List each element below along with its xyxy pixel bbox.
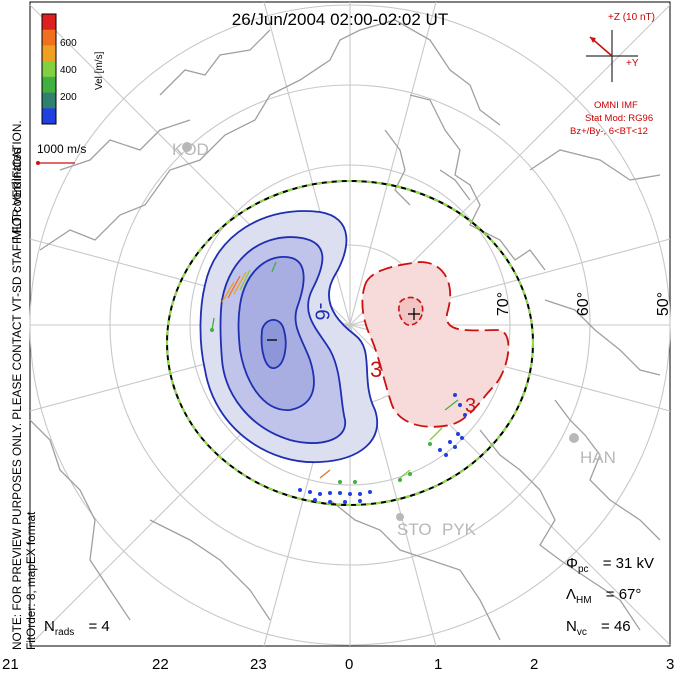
fit-order: FitOrder: 8, mapEX format [24,511,38,650]
stat-n-vc: Nvc = 46 [566,618,631,638]
station-label: HAN [580,448,616,467]
mlt-tick: 0 [345,656,354,673]
coastlines [29,19,661,641]
reference-vector-label: 1000 m/s [37,142,87,156]
latitude-label: 50° [655,291,673,317]
colorbar-tick: 600 [60,38,77,49]
mlt-tick: 1 [434,656,443,673]
contour-label-positive: 3 [465,395,477,417]
imf-condition: Bz+/By-, 6<BT<12 [570,126,648,137]
latitude-label: 60° [575,291,593,317]
colorbar-swatch [42,45,56,62]
latitude-longitude-grid [29,1,671,647]
station-label: STO [397,520,432,539]
hm-boundary-dashes [166,180,534,506]
velocity-colorbar [41,13,57,125]
page-title: 26/Jun/2004 02:00-02:02 UT [231,10,449,29]
colorbar-swatch [42,92,56,109]
colorbar-swatch [42,29,56,46]
mlt-tick: 21 [2,656,19,673]
contour-label-positive: 3 [370,357,383,382]
imf-model: Stat Mod: RG96 [585,113,654,124]
colorbar-swatch [42,61,56,78]
colorbar-swatch [42,76,56,94]
mlt-tick: 23 [250,656,267,673]
imf-by-label: +Y [626,58,639,69]
colorbar-tick: 400 [60,65,77,76]
velocity-vector-origins [298,393,467,504]
latitude-label: 70° [495,291,513,317]
mlt-tick: 22 [152,656,169,673]
colorbar-label: Vel [m/s] [94,51,105,90]
station-markers [182,142,579,521]
contour-label-negative: -6 [310,302,333,321]
stat-phi-pc: Φpc = 31 kV [566,555,654,575]
colorbar-border [41,13,57,125]
colorbar-swatch [42,108,56,125]
positive-potential-cell [361,261,510,428]
green-vector-origins [210,328,432,484]
preview-note: NOTE: FOR PREVIEW PURPOSES ONLY. PLEASE … [10,120,24,650]
station-label: PYK [442,520,477,539]
mlt-tick: 3 [666,656,675,673]
stat-lambda-hm: ΛHM = 67° [566,586,642,606]
imf-source: OMNI IMF [594,100,638,111]
stat-n-rads: Nrads = 4 [44,618,110,638]
velocity-vectors [211,261,459,479]
station-label: KOD [172,140,209,159]
colorbar-swatch [42,14,56,31]
mlt-tick: 2 [530,656,539,673]
imf-bz-label: +Z (10 nT) [608,12,655,23]
colorbar-tick: 200 [60,92,77,103]
